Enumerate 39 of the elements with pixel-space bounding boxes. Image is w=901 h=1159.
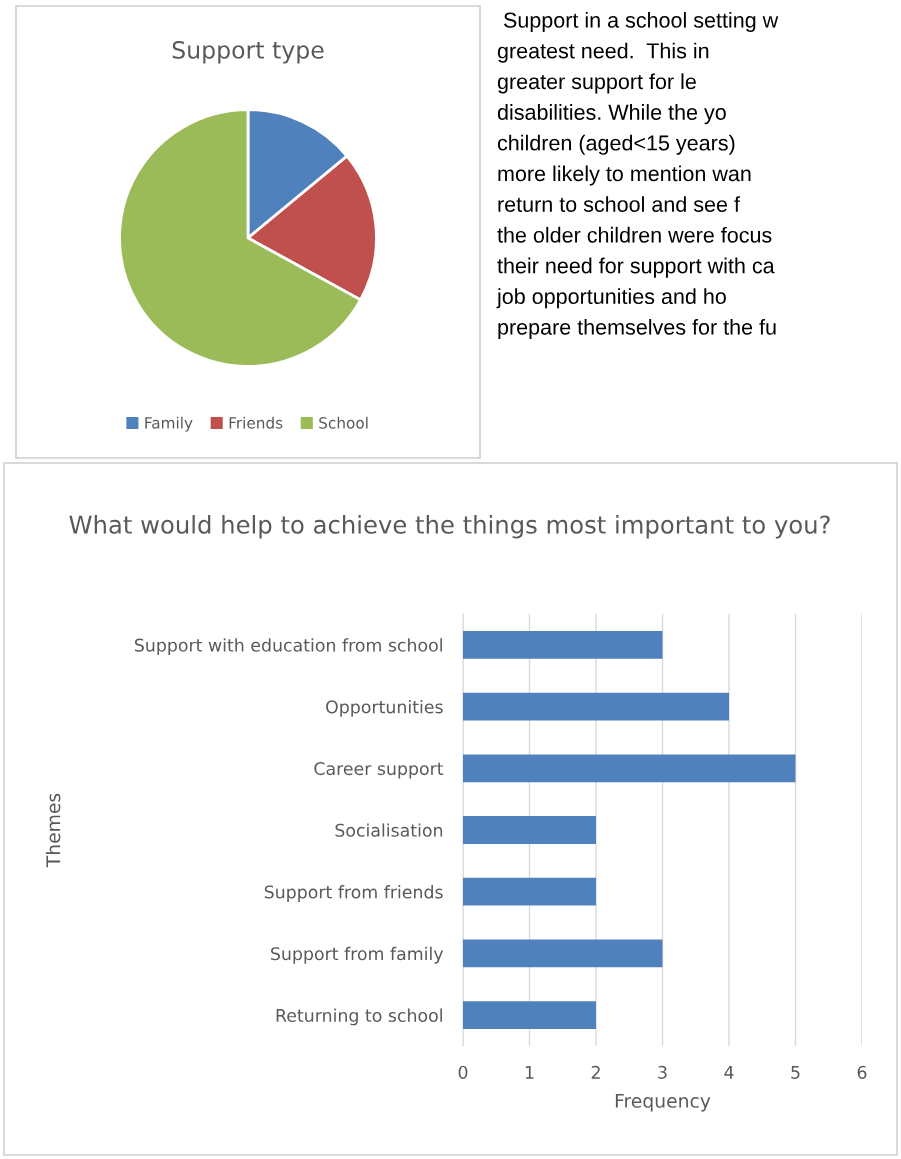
x-tick-label: 1 — [525, 1065, 534, 1079]
bar — [463, 939, 663, 968]
x-tick-label: 0 — [458, 1065, 468, 1079]
text: greater support for le — [497, 73, 696, 94]
y-axis-title: Themes — [45, 793, 61, 868]
text: more likely to mention wan — [498, 165, 751, 186]
legend-label: School — [319, 416, 368, 429]
chart-title: Support type — [172, 40, 324, 64]
x-tick-label: 4 — [724, 1065, 734, 1079]
y-tick-label: Opportunities — [326, 699, 443, 717]
text: their need for support with ca — [497, 257, 775, 278]
x-axis-title: Frequency — [615, 1093, 711, 1112]
bar — [463, 1001, 596, 1030]
chart-title: What would help to achieve the things most important to you? — [69, 515, 830, 539]
text: children (aged<15 years) — [497, 134, 735, 155]
y-tick-label: Support from friends — [264, 885, 443, 902]
y-tick-label: Career support — [314, 762, 444, 779]
text: job opportunities and ho — [496, 288, 726, 309]
x-tick-label: 2 — [591, 1065, 600, 1079]
x-tick-label: 3 — [658, 1065, 667, 1079]
bar — [463, 877, 596, 906]
x-tick-label: 6 — [857, 1065, 867, 1079]
legend-label: Family — [145, 416, 193, 432]
legend-label: Friends — [229, 416, 283, 429]
text: return to school and see f — [498, 196, 740, 212]
y-tick-label: Support from family — [271, 946, 444, 964]
text: greatest need. This in — [497, 42, 709, 63]
y-tick-label: Support with education from school — [134, 638, 442, 656]
text: disabilities. While the yo — [497, 104, 726, 125]
text: the older children were focus — [497, 226, 772, 243]
text: prepare themselves for the fu — [498, 318, 776, 340]
x-tick-label: 5 — [791, 1065, 800, 1079]
y-tick-label: Returning to school — [276, 1008, 442, 1026]
text: Support in a school setting w — [503, 11, 779, 33]
bar — [463, 630, 663, 659]
bar — [463, 816, 596, 844]
bar — [463, 692, 729, 721]
y-tick-label: Socialisation — [335, 823, 443, 837]
bar — [463, 754, 796, 783]
